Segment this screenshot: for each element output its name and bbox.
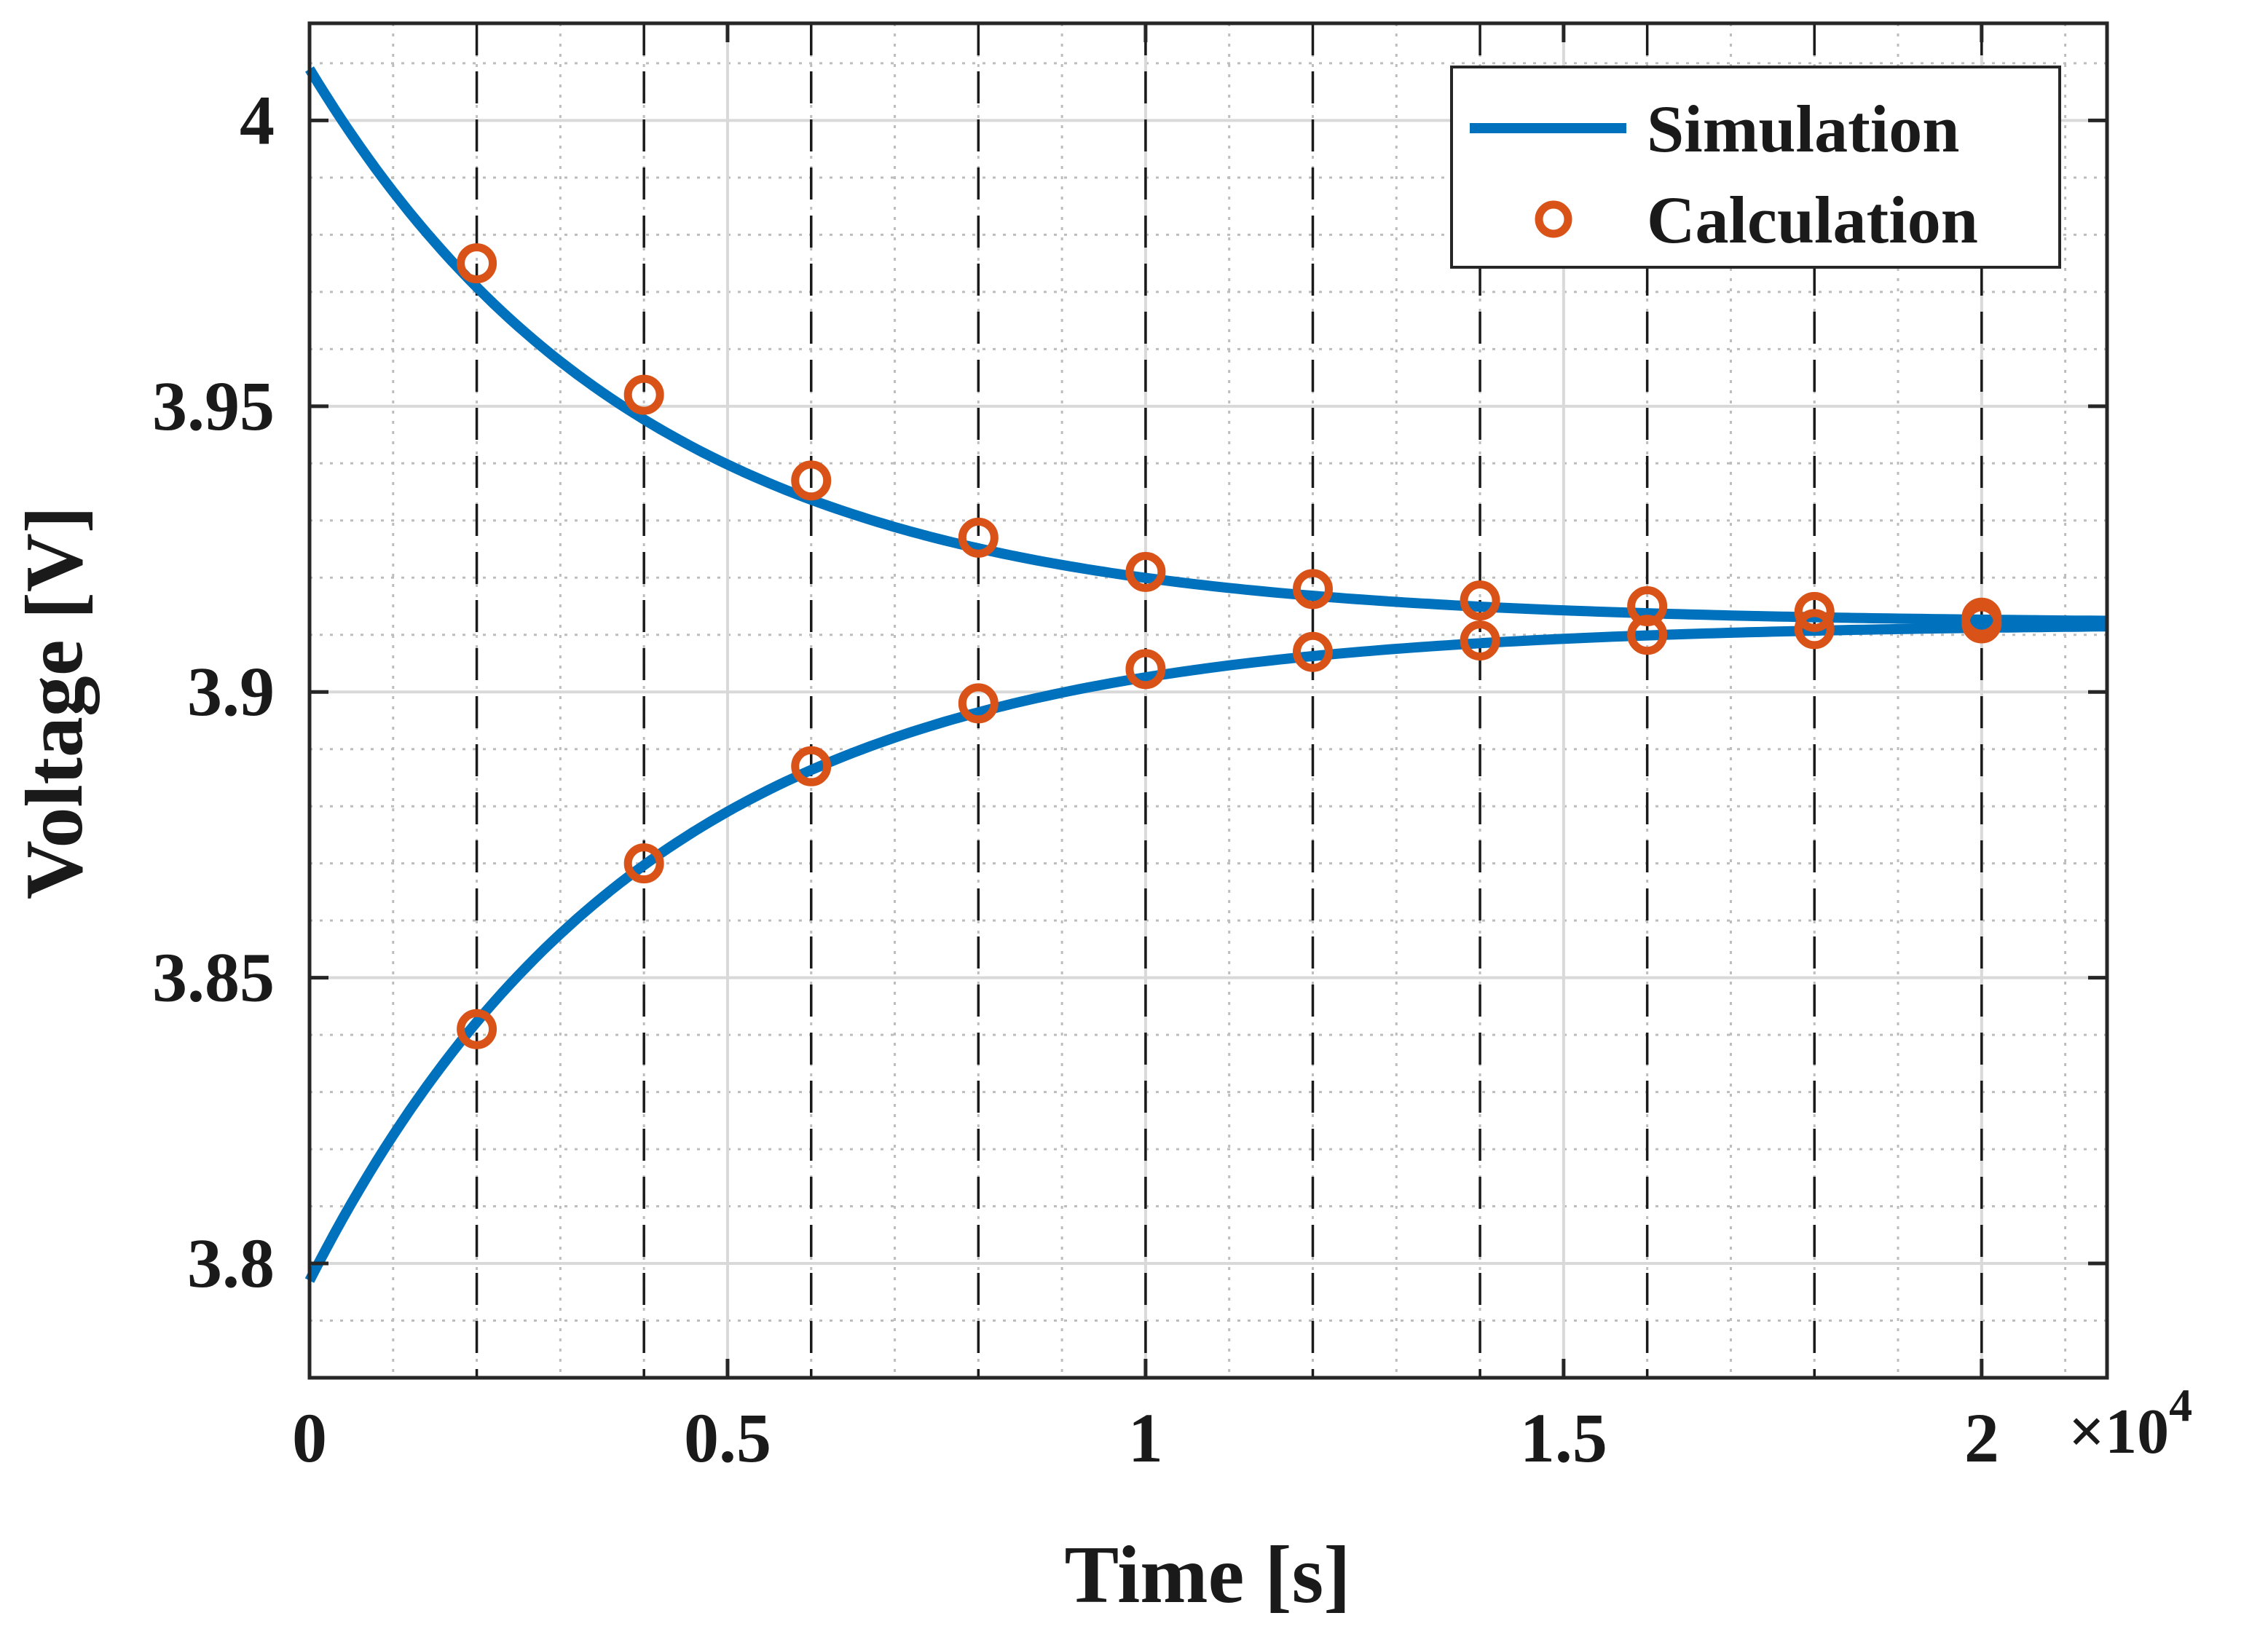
x-axis-exponent: ×104 [2068,1379,2192,1467]
x-tick-label: 0 [292,1399,327,1477]
y-tick-label: 3.95 [152,367,275,445]
y-tick-label: 4 [240,81,275,159]
calculation-point-lower [1125,649,1166,690]
y-axis-label: Voltage [V] [9,506,100,899]
calculation-point-lower [623,843,664,884]
calculation-point-lower [1794,609,1835,650]
y-tick-label: 3.8 [187,1224,275,1302]
x-axis-label: Time [s] [1065,1530,1351,1620]
calculation-point-lower [1292,631,1333,672]
calculation-point-upper [1460,580,1500,621]
calculation-point-lower [791,746,832,786]
calculation-point-upper [958,517,999,558]
legend-circle-swatch [1535,200,1572,238]
x-tick-label: 1.5 [1520,1399,1607,1477]
x-tick-label: 2 [1964,1399,1999,1477]
simulation-curve-charge-relaxation [304,621,2108,1283]
calculation-point-lower [958,683,999,724]
calculation-point-lower [1460,620,1500,661]
calculation-point-lower [457,1009,497,1049]
legend-label-simulation: Simulation [1647,92,1959,166]
calculation-point-lower [1961,603,2002,644]
axes-box [307,21,2109,1380]
x-axis-exponent-base: ×10 [2068,1397,2169,1467]
x-axis-exponent-power: 4 [2169,1379,2192,1431]
calculation-point-upper [1292,569,1333,610]
calculation-point-upper [1125,551,1166,592]
calculation-point-lower [1627,615,1668,655]
y-tick-label: 3.9 [187,652,275,730]
calculation-point-upper [791,460,832,501]
x-tick-label: 1 [1128,1399,1163,1477]
y-tick-label: 3.85 [152,939,275,1017]
legend-label-calculation: Calculation [1647,183,1978,257]
x-tick-label: 0.5 [684,1399,771,1477]
calculation-point-upper [1794,591,1835,632]
calculation-point-upper [623,374,664,415]
series [304,66,2108,1283]
legend: Simulation Calculation [1450,66,2061,269]
calculation-point-upper [457,243,497,284]
dashed-reference-lines [475,23,1983,1378]
axes: 0 0.5 1 1.5 2 3.8 3.85 3.9 3.95 4 [152,21,2109,1477]
